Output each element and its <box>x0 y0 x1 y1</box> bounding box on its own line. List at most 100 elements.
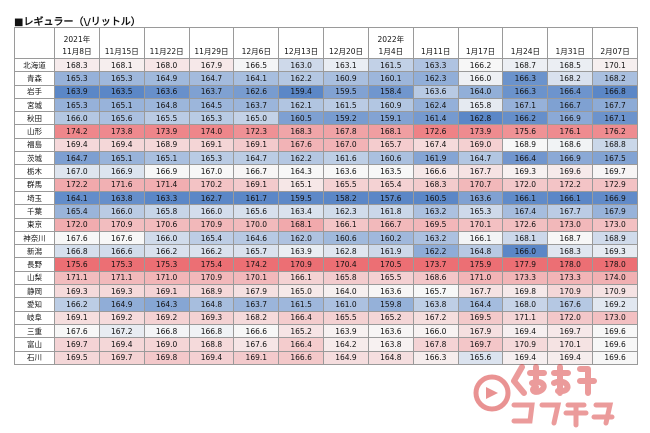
price-cell: 165.5 <box>323 310 369 325</box>
table-row: 山形 174.2 173.8 173.9 174.0 172.3 168.3 167.8 168… <box>14 124 638 139</box>
price-cell: 169.8 <box>502 284 549 299</box>
price-cell: 169.5 <box>457 310 504 325</box>
price-cell: 161.5 <box>367 57 414 73</box>
price-cell: 173.9 <box>143 124 190 139</box>
prefecture-cell: 山形 <box>14 124 55 139</box>
price-cell: 166.4 <box>502 151 549 166</box>
price-cell: 168.9 <box>592 230 638 246</box>
price-cell: 165.6 <box>98 111 145 126</box>
price-cell: 168.9 <box>502 137 549 153</box>
price-cell: 165.0 <box>233 111 280 126</box>
price-cell: 165.5 <box>143 111 190 126</box>
price-cell: 163.9 <box>278 244 325 259</box>
logo-wordmark <box>511 364 597 396</box>
price-cell: 167.4 <box>412 137 459 153</box>
price-cell: 169.4 <box>502 350 549 365</box>
price-cell: 166.9 <box>143 164 190 179</box>
price-cell: 167.6 <box>278 137 325 153</box>
price-cell: 167.8 <box>412 337 459 352</box>
price-cell: 169.1 <box>188 137 235 153</box>
price-cell: 169.3 <box>188 310 235 325</box>
price-cell: 166.5 <box>233 57 280 73</box>
price-cell: 173.0 <box>547 217 594 232</box>
price-cell: 166.7 <box>547 97 594 113</box>
price-cell: 166.3 <box>502 84 549 99</box>
price-cell: 161.5 <box>278 297 325 312</box>
price-cell: 162.0 <box>278 230 325 246</box>
price-cell: 172.6 <box>412 124 459 139</box>
price-cell: 171.1 <box>54 270 100 286</box>
table-row: 茨城 164.7 165.1 165.1 165.3 164.7 162.2 161.6 160… <box>14 151 638 166</box>
price-cell: 172.0 <box>54 217 100 232</box>
price-cell: 167.6 <box>233 337 280 352</box>
price-cell: 162.3 <box>323 204 369 219</box>
price-cell: 160.5 <box>278 111 325 126</box>
gasoline-price-table: 2021年 11月8日 11月15日 11月22日 11月29日 12月6日 12… <box>14 27 638 365</box>
price-cell: 161.5 <box>323 97 369 113</box>
price-cell: 163.3 <box>143 190 190 206</box>
price-cell: 169.1 <box>143 284 190 299</box>
price-cell: 160.6 <box>367 151 414 166</box>
price-cell: 165.8 <box>323 270 369 286</box>
prefecture-cell: 宮城 <box>14 97 55 113</box>
price-cell: 169.2 <box>592 297 638 312</box>
price-cell: 166.2 <box>457 57 504 73</box>
price-cell: 174.2 <box>233 257 280 272</box>
price-cell: 166.2 <box>188 244 235 259</box>
price-cell: 169.0 <box>457 137 504 153</box>
price-cell: 160.1 <box>367 71 414 86</box>
table-row: 愛知 166.2 164.9 164.3 164.8 163.7 161.5 161.0 159… <box>14 297 638 312</box>
price-cell: 169.6 <box>592 337 638 352</box>
price-cell: 167.9 <box>233 284 280 299</box>
price-cell: 164.6 <box>233 230 280 246</box>
prefecture-cell: 長野 <box>14 257 55 272</box>
price-cell: 166.8 <box>143 323 190 339</box>
price-cell: 164.8 <box>143 97 190 113</box>
price-cell: 169.7 <box>547 323 594 339</box>
price-cell: 169.1 <box>233 177 280 192</box>
price-cell: 163.0 <box>278 57 325 73</box>
price-cell: 165.7 <box>412 284 459 299</box>
price-cell: 165.3 <box>54 97 100 113</box>
price-cell: 170.9 <box>592 284 638 299</box>
price-cell: 166.4 <box>547 84 594 99</box>
price-cell: 161.7 <box>233 190 280 206</box>
price-cell: 168.6 <box>412 270 459 286</box>
price-cell: 166.1 <box>457 230 504 246</box>
price-cell: 166.3 <box>502 71 549 86</box>
price-cell: 166.7 <box>367 217 414 232</box>
price-cell: 162.1 <box>278 97 325 113</box>
header-row: 2021年 11月8日 11月15日 11月22日 11月29日 12月6日 12… <box>14 27 638 59</box>
price-cell: 167.7 <box>547 204 594 219</box>
price-cell: 168.1 <box>278 217 325 232</box>
price-cell: 176.2 <box>592 124 638 139</box>
price-cell: 173.0 <box>592 310 638 325</box>
logo-mark-icon <box>473 374 511 412</box>
price-cell: 168.0 <box>502 297 549 312</box>
price-cell: 163.4 <box>278 204 325 219</box>
price-cell: 174.0 <box>188 124 235 139</box>
price-cell: 170.9 <box>547 284 594 299</box>
price-cell: 175.9 <box>457 257 504 272</box>
price-cell: 171.4 <box>143 177 190 192</box>
price-cell: 168.3 <box>54 57 100 73</box>
table-row: 長野 175.6 175.3 175.3 175.4 174.2 170.9 170.4 170… <box>14 257 638 272</box>
column-header: 1月24日 <box>502 27 549 59</box>
price-cell: 163.5 <box>367 164 414 179</box>
price-cell: 163.8 <box>98 190 145 206</box>
table-header: 2021年 11月8日 11月15日 11月22日 11月29日 12月6日 12… <box>14 27 638 59</box>
price-cell: 163.3 <box>412 57 459 73</box>
price-cell: 165.3 <box>457 204 504 219</box>
price-cell: 166.0 <box>54 111 100 126</box>
prefecture-cell: 石川 <box>14 350 55 365</box>
price-cell: 173.9 <box>457 124 504 139</box>
price-cell: 170.1 <box>233 270 280 286</box>
price-cell: 162.6 <box>233 84 280 99</box>
price-cell: 167.6 <box>98 230 145 246</box>
price-cell: 175.6 <box>502 124 549 139</box>
price-cell: 169.3 <box>98 284 145 299</box>
price-cell: 167.2 <box>412 310 459 325</box>
price-cell: 166.4 <box>278 310 325 325</box>
price-cell: 170.9 <box>188 217 235 232</box>
price-cell: 166.9 <box>98 164 145 179</box>
